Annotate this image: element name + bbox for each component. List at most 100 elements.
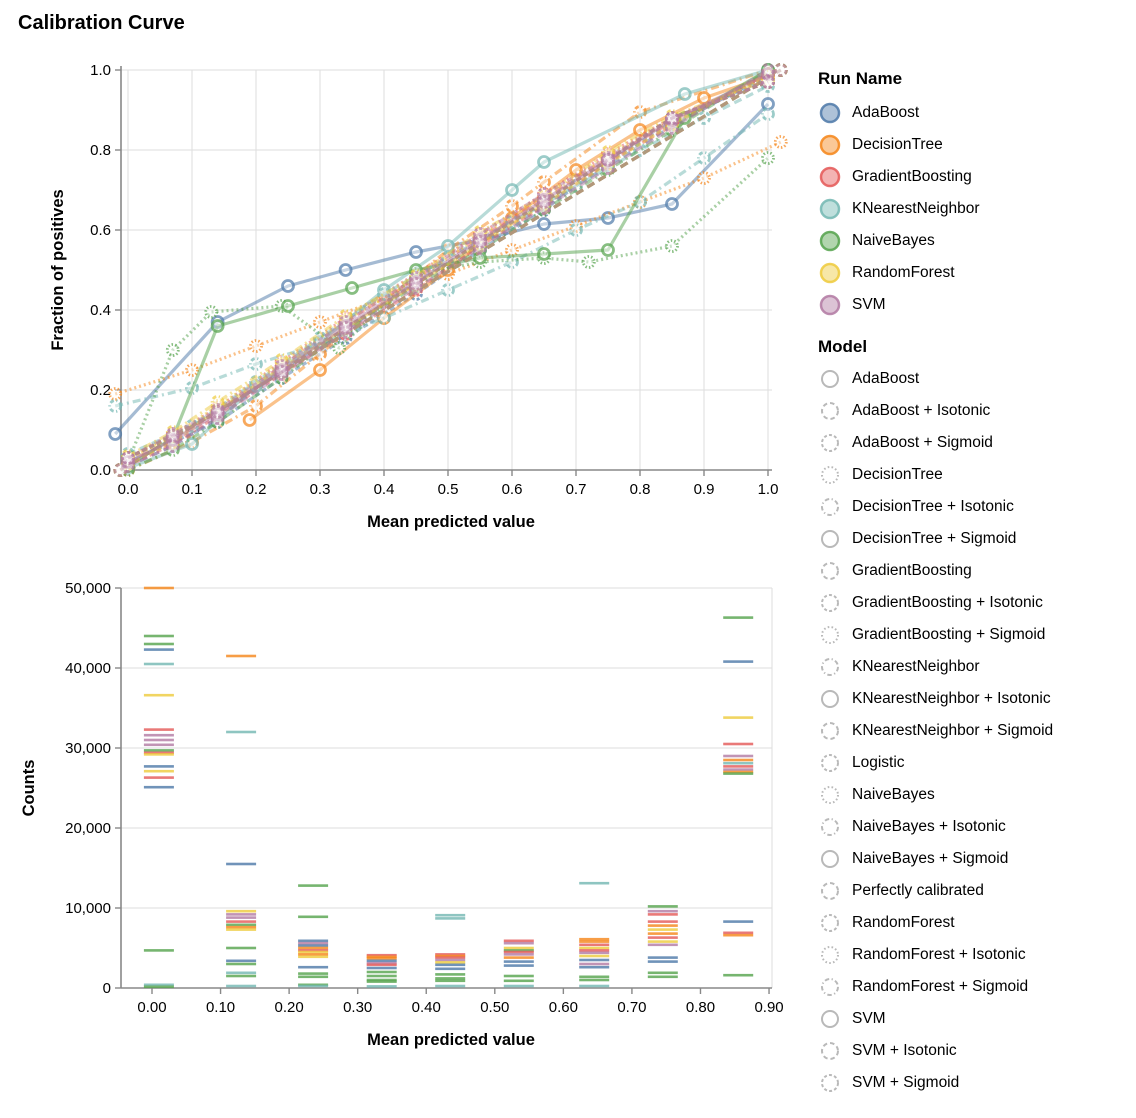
- count-tick: [366, 959, 397, 963]
- legend-model-item-decisiontree: DecisionTree: [818, 459, 1136, 491]
- x-axis-tick-label: 0.0: [118, 481, 139, 498]
- count-tick: [366, 980, 397, 983]
- data-point-marker: [204, 305, 219, 319]
- legend-run-item-svm: SVM: [818, 289, 1136, 321]
- legend-model-item-adaboost: AdaBoost: [818, 363, 1136, 395]
- legend-symbol-icon: [821, 882, 839, 900]
- x-axis-tick-label: 0.10: [206, 999, 235, 1016]
- legend-symbol-circle: [821, 402, 839, 420]
- legend-model-item-adaboost-isotonic: AdaBoost + Isotonic: [818, 395, 1136, 427]
- legend-model-item-svm-sigmoid: SVM + Sigmoid: [818, 1067, 1136, 1099]
- legend-item-label: NaiveBayes: [852, 232, 935, 249]
- count-tick: [298, 946, 329, 950]
- count-tick: [298, 941, 329, 945]
- legend-symbol-icon: [821, 786, 839, 804]
- legend-model-item-knearestneighbor: KNearestNeighbor: [818, 651, 1136, 683]
- legend-symbol-circle: [821, 434, 839, 452]
- legend-model-item-gradientboosting: GradientBoosting: [818, 555, 1136, 587]
- legend-symbol-icon: [821, 818, 839, 836]
- count-tick: [723, 770, 754, 774]
- legend-symbol-circle: [821, 946, 839, 964]
- count-tick: [143, 949, 174, 952]
- y-axis-tick-label: 30,000: [65, 740, 111, 757]
- legend-symbol-icon: [821, 690, 839, 708]
- count-tick: [579, 937, 610, 941]
- count-tick: [647, 920, 678, 923]
- count-tick: [723, 933, 754, 937]
- x-axis-tick-label: 0.60: [549, 999, 578, 1016]
- count-tick: [503, 960, 534, 963]
- count-tick: [366, 963, 397, 967]
- legend-item-label: GradientBoosting: [852, 168, 972, 185]
- legend-item-label: Perfectly calibrated: [852, 882, 984, 899]
- legend-symbol-icon: [821, 658, 839, 676]
- legend-run-item-naivebayes: NaiveBayes: [818, 225, 1136, 257]
- y-axis-tick-label: 0: [103, 980, 111, 997]
- legend-symbol-icon: [819, 102, 841, 124]
- count-tick: [366, 953, 397, 957]
- count-tick: [435, 954, 466, 958]
- legend-item-label: GradientBoosting + Isotonic: [852, 594, 1043, 611]
- count-tick: [143, 693, 174, 697]
- data-point-marker: [249, 399, 263, 413]
- series-line: [126, 156, 770, 463]
- count-tick: [226, 984, 257, 988]
- count-tick: [435, 913, 466, 917]
- legend-model-item-svm-isotonic: SVM + Isotonic: [818, 1035, 1136, 1067]
- count-tick: [226, 916, 257, 919]
- data-point-marker: [165, 439, 180, 453]
- legend-symbol-icon: [819, 262, 841, 284]
- legend-model-item-knearestneighbor-sigmoid: KNearestNeighbor + Sigmoid: [818, 715, 1136, 747]
- count-tick: [723, 765, 754, 768]
- legend-symbol-icon: [821, 914, 839, 932]
- count-tick: [143, 642, 174, 646]
- count-tick: [435, 979, 466, 983]
- count-tick: [143, 738, 174, 742]
- y-axis-tick-label: 10,000: [65, 900, 111, 917]
- legend-model-item-randomforest-sigmoid: RandomForest + Sigmoid: [818, 971, 1136, 1003]
- count-tick: [503, 950, 534, 954]
- legend-model-item-decisiontree-sigmoid: DecisionTree + Sigmoid: [818, 523, 1136, 555]
- count-tick: [579, 965, 610, 969]
- series-line: [127, 72, 769, 464]
- legend-item-label: SVM: [852, 296, 886, 313]
- legend-run-title: Run Name: [818, 68, 903, 88]
- data-point-marker: [697, 151, 711, 165]
- count-tick: [579, 958, 610, 962]
- legend-symbol-icon: [821, 626, 839, 644]
- count-tick: [298, 953, 329, 956]
- legend-symbol-circle: [819, 134, 841, 156]
- legend-symbol-circle: [819, 294, 841, 316]
- count-tick: [298, 944, 329, 947]
- count-tick: [579, 978, 610, 982]
- count-tick: [723, 758, 754, 762]
- legend-item-label: RandomForest + Isotonic: [852, 946, 1026, 963]
- legend-symbol-circle: [821, 498, 839, 516]
- legend-symbol-icon: [821, 754, 839, 772]
- count-tick: [723, 761, 754, 765]
- count-tick: [579, 946, 610, 950]
- legend-item-label: Logistic: [852, 754, 905, 771]
- count-tick: [435, 967, 466, 971]
- y-axis-tick-label: 0.2: [90, 382, 111, 399]
- data-point-marker: [441, 283, 455, 297]
- data-point-marker: [761, 97, 775, 111]
- count-tick: [647, 940, 678, 943]
- count-tick: [298, 939, 329, 943]
- count-tick: [435, 958, 466, 962]
- count-tick: [503, 949, 534, 952]
- legend-symbol-icon: [819, 198, 841, 220]
- data-point-marker: [697, 171, 711, 185]
- count-tick: [647, 905, 678, 908]
- legend-model-item-naivebayes: NaiveBayes: [818, 779, 1136, 811]
- count-tick: [143, 753, 174, 756]
- count-tick: [579, 940, 610, 943]
- count-tick: [647, 956, 678, 959]
- legend-symbol-icon: [819, 134, 841, 156]
- data-point-marker: [242, 413, 257, 427]
- legend-symbol-icon: [819, 294, 841, 316]
- legend-model-item-logistic: Logistic: [818, 747, 1136, 779]
- count-tick: [226, 909, 257, 913]
- count-tick: [298, 972, 329, 975]
